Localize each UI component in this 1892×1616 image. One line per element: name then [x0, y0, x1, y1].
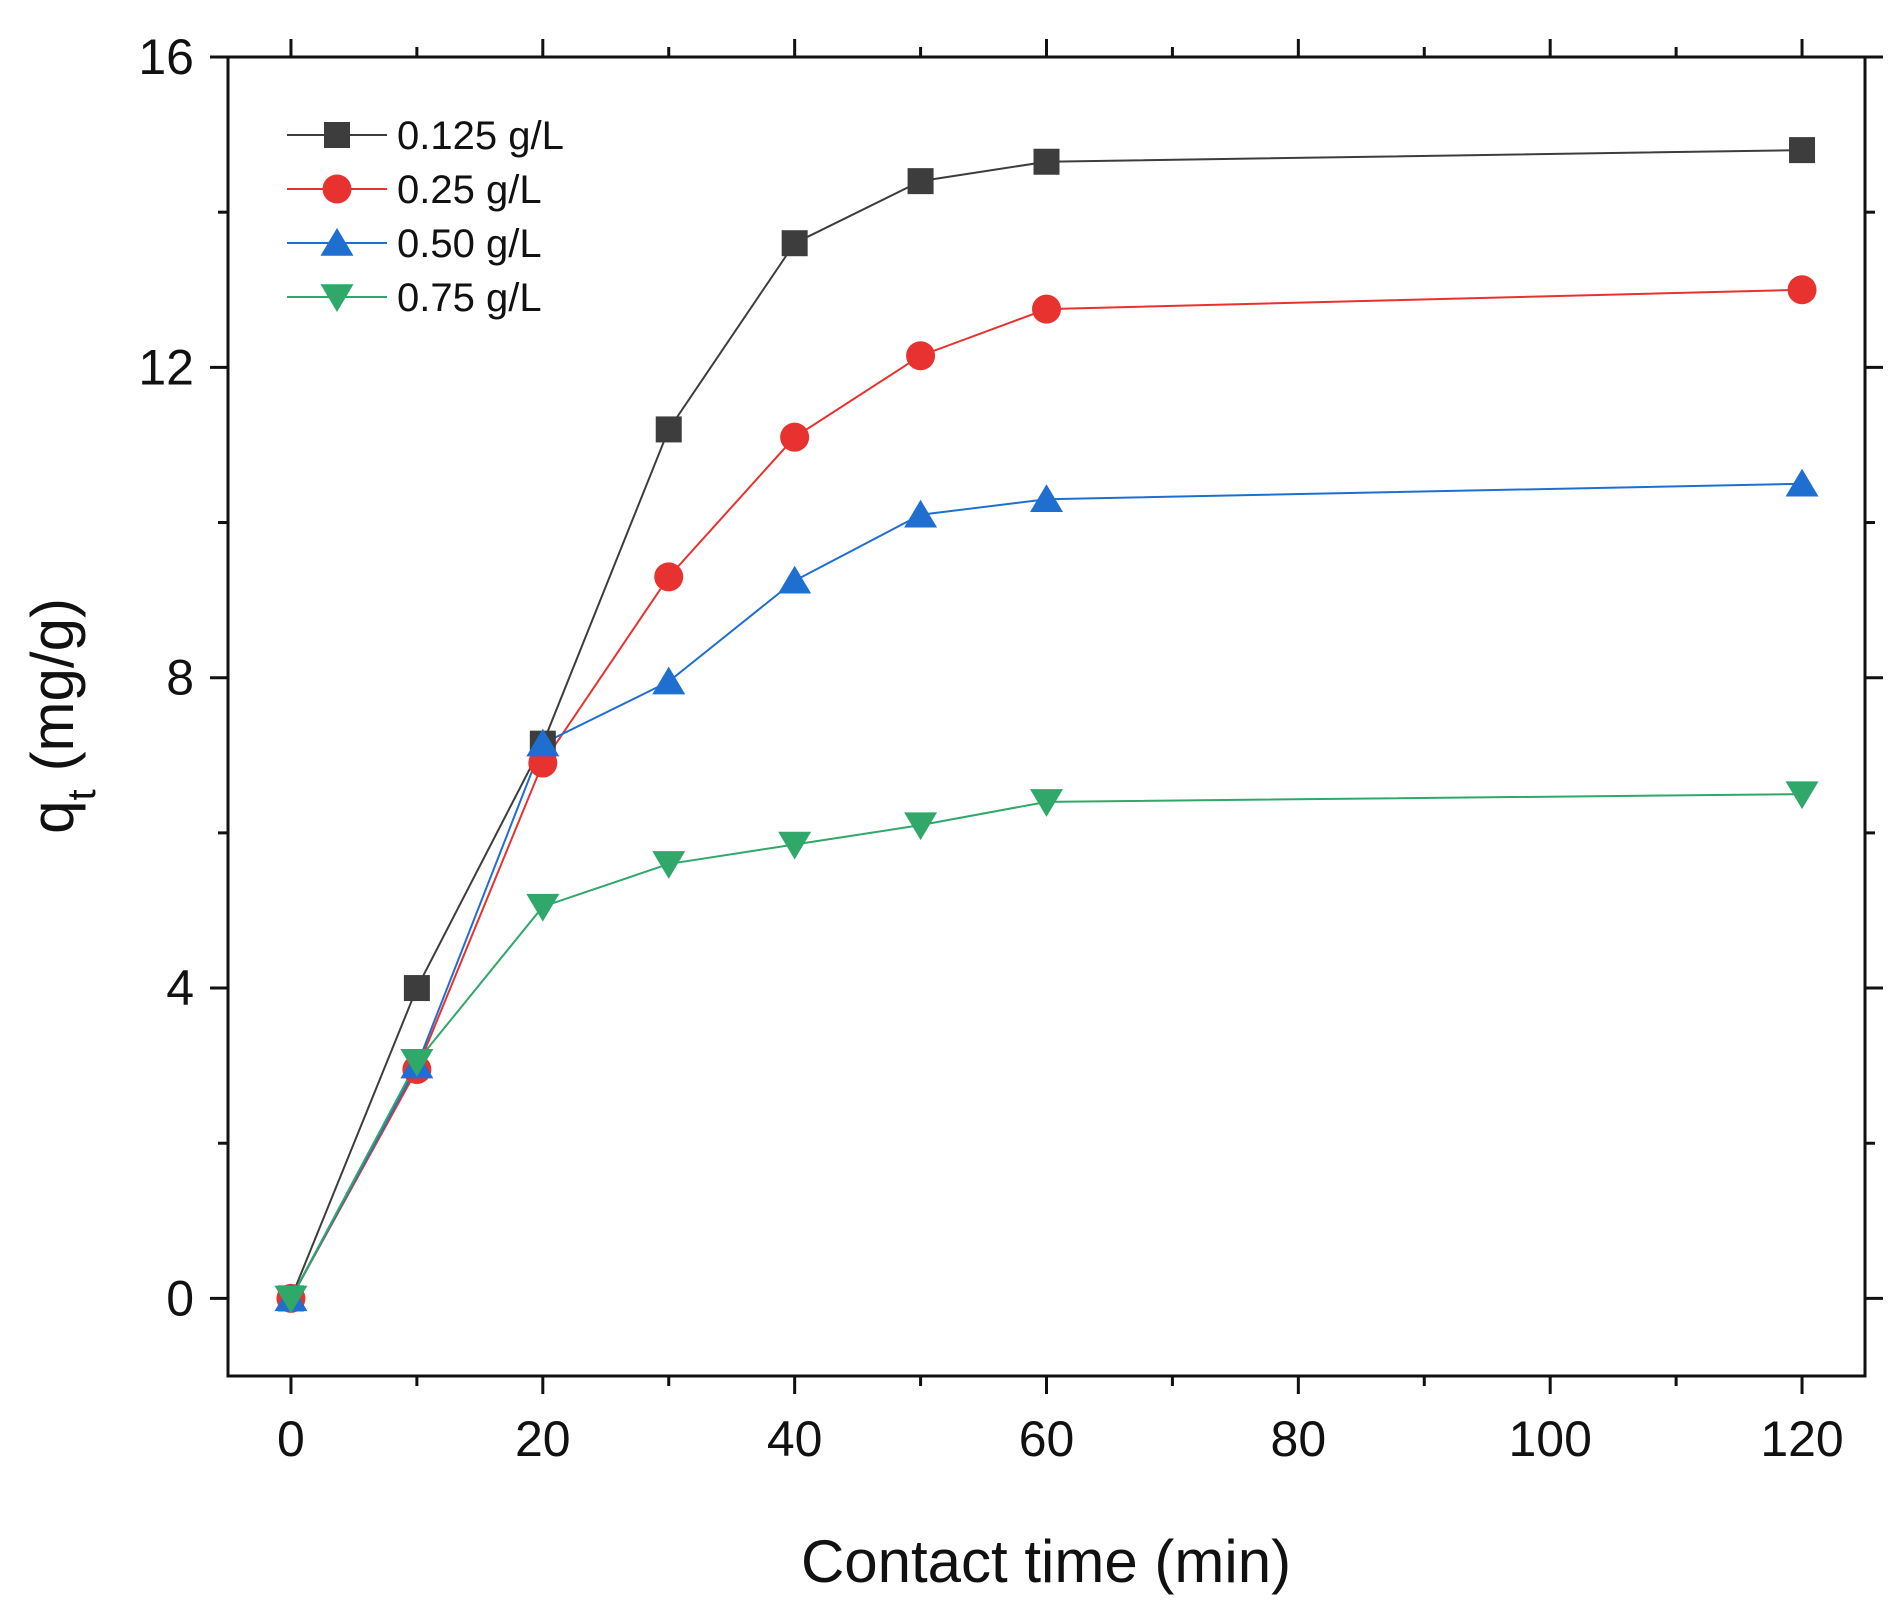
data-point-series-2 — [778, 565, 812, 594]
data-point-series-3 — [778, 831, 812, 860]
data-point-series-0 — [1033, 148, 1060, 175]
svg-text:qt(mg/g): qt (mg/g) — [19, 598, 104, 834]
x-axis-title: Contact time (min) — [801, 1528, 1291, 1595]
data-point-series-1 — [1032, 294, 1061, 324]
x-tick-label: 60 — [1019, 1411, 1075, 1467]
y-tick-label: 0 — [166, 1270, 194, 1326]
data-point-series-2 — [1785, 468, 1819, 497]
x-tick-label: 0 — [277, 1411, 305, 1467]
series-markers — [274, 137, 1819, 1314]
legend-marker — [320, 284, 354, 312]
data-point-series-3 — [652, 851, 686, 879]
axis-tick-labels: 0 20 40 60 80 100 120 0 4 8 12 16 — [138, 29, 1843, 1467]
axis-ticks — [210, 39, 1883, 1394]
data-point-series-3 — [526, 893, 560, 922]
legend-label: 0.25 g/L — [397, 168, 542, 212]
legend-label: 0.75 g/L — [397, 276, 542, 320]
data-point-series-0 — [1789, 137, 1816, 164]
legend-marker — [320, 228, 354, 256]
data-point-series-2 — [904, 499, 938, 528]
series-lines — [290, 149, 1803, 1299]
legend: 0.125 g/L 0.25 g/L 0.50 g/L 0.75 g/L — [287, 114, 564, 320]
data-point-series-3 — [904, 812, 938, 841]
data-point-series-0 — [907, 168, 934, 195]
data-point-series-2 — [526, 728, 560, 757]
legend-label: 0.125 g/L — [397, 114, 564, 158]
series-line-1 — [290, 288, 1803, 1299]
x-tick-label: 80 — [1271, 1411, 1327, 1467]
x-tick-label: 100 — [1508, 1411, 1591, 1467]
series-line-0 — [290, 149, 1803, 1299]
y-axis-title-unit: (mg/g) — [19, 598, 86, 771]
data-point-series-0 — [781, 230, 808, 257]
y-tick-label: 8 — [166, 650, 194, 706]
legend-marker — [322, 174, 352, 204]
series-line-2 — [290, 482, 1803, 1299]
data-point-series-3 — [1785, 781, 1819, 810]
data-point-series-3 — [1030, 789, 1063, 817]
legend-label: 0.50 g/L — [397, 222, 542, 266]
data-point-series-1 — [654, 562, 684, 592]
data-point-series-3 — [400, 1049, 434, 1077]
legend-marker — [324, 122, 350, 148]
series-line-3 — [290, 793, 1803, 1299]
y-tick-label: 16 — [138, 29, 194, 85]
y-tick-label: 12 — [138, 339, 194, 395]
data-point-series-2 — [1030, 484, 1063, 513]
x-tick-label: 40 — [767, 1411, 823, 1467]
y-tick-label: 4 — [166, 960, 194, 1016]
y-axis-title-main: q — [19, 801, 86, 834]
data-point-series-2 — [652, 666, 686, 695]
data-point-series-3 — [274, 1285, 308, 1314]
data-point-series-0 — [403, 975, 430, 1002]
data-point-series-1 — [906, 341, 936, 371]
y-axis-title: qt (mg/g) — [19, 598, 104, 834]
x-tick-label: 120 — [1760, 1411, 1843, 1467]
data-point-series-1 — [780, 422, 810, 452]
y-axis-title-sub: t — [60, 789, 104, 800]
x-tick-label: 20 — [515, 1411, 571, 1467]
data-point-series-1 — [1787, 275, 1817, 305]
data-point-series-0 — [655, 416, 682, 443]
